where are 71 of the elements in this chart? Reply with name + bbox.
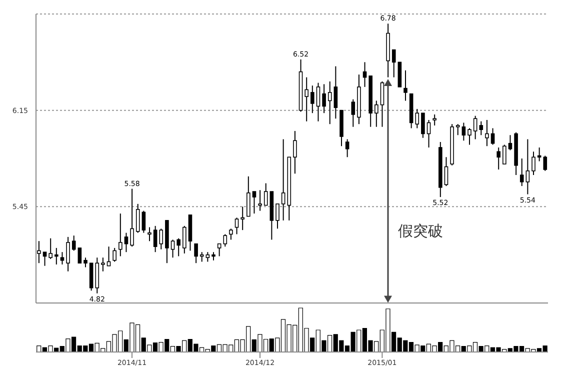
candlestick (426, 119, 431, 148)
candlestick (136, 203, 140, 234)
candlestick (182, 225, 186, 254)
candlestick (130, 188, 134, 248)
candlestick (473, 115, 478, 140)
candlestick (374, 100, 378, 128)
candlestick (380, 80, 384, 128)
candlestick (415, 108, 420, 129)
candlestick (78, 248, 82, 264)
candlestick (217, 243, 222, 257)
candlestick (392, 49, 396, 78)
candlestick (142, 210, 146, 234)
candlestick (334, 66, 338, 120)
candlestick (485, 119, 489, 147)
candlestick (252, 191, 256, 214)
candlestick (526, 138, 530, 195)
candlestick (223, 234, 228, 248)
candlestick (159, 228, 164, 250)
candlestick (496, 146, 500, 170)
candlestick (520, 158, 524, 187)
candlestick (112, 247, 116, 262)
candlestick (101, 257, 105, 272)
candlestick (532, 151, 536, 176)
candlestick (200, 252, 204, 262)
candlestick (234, 217, 239, 235)
candlestick (322, 84, 326, 114)
candlestick (170, 239, 175, 258)
candlestick (508, 134, 512, 151)
candlestick (42, 252, 47, 266)
candlestick (54, 247, 58, 265)
candlestick (281, 138, 286, 221)
candlestick (304, 76, 308, 122)
candlestick (462, 122, 466, 142)
candlestick (444, 156, 448, 187)
candlestick (432, 114, 436, 126)
candlestick (66, 236, 70, 272)
candlestick (229, 228, 233, 240)
candlestick (293, 130, 297, 174)
candlestick (60, 252, 64, 265)
candlestick (468, 128, 472, 146)
candlestick (404, 70, 408, 102)
candlestick (310, 85, 314, 114)
annotation: 假突破 (398, 222, 443, 242)
candlestick (148, 226, 152, 242)
candlestick (176, 238, 180, 257)
candlestick (421, 112, 425, 138)
candlestick (258, 190, 262, 212)
candlestick (345, 138, 350, 158)
candlestick (490, 128, 495, 146)
candlestick (362, 62, 367, 88)
candlestick (537, 146, 542, 162)
candlestick (240, 206, 244, 231)
candlestick (351, 98, 356, 128)
candlestick (124, 232, 128, 253)
candlestick (194, 243, 198, 264)
candlestick (72, 235, 76, 252)
candlestick (276, 203, 280, 230)
candlestick (118, 213, 122, 257)
candlestick (37, 240, 41, 264)
candlestick (48, 238, 52, 260)
candlestick (84, 257, 88, 268)
candlestick (328, 80, 332, 125)
candlestick (153, 225, 158, 253)
candlestick (316, 82, 320, 122)
candlestick (479, 120, 484, 136)
candlestick (456, 124, 460, 136)
candlestick (543, 155, 548, 172)
candlestick (206, 252, 210, 262)
candlestick (502, 144, 506, 165)
candlestick (264, 182, 268, 206)
candlestick (246, 176, 250, 217)
